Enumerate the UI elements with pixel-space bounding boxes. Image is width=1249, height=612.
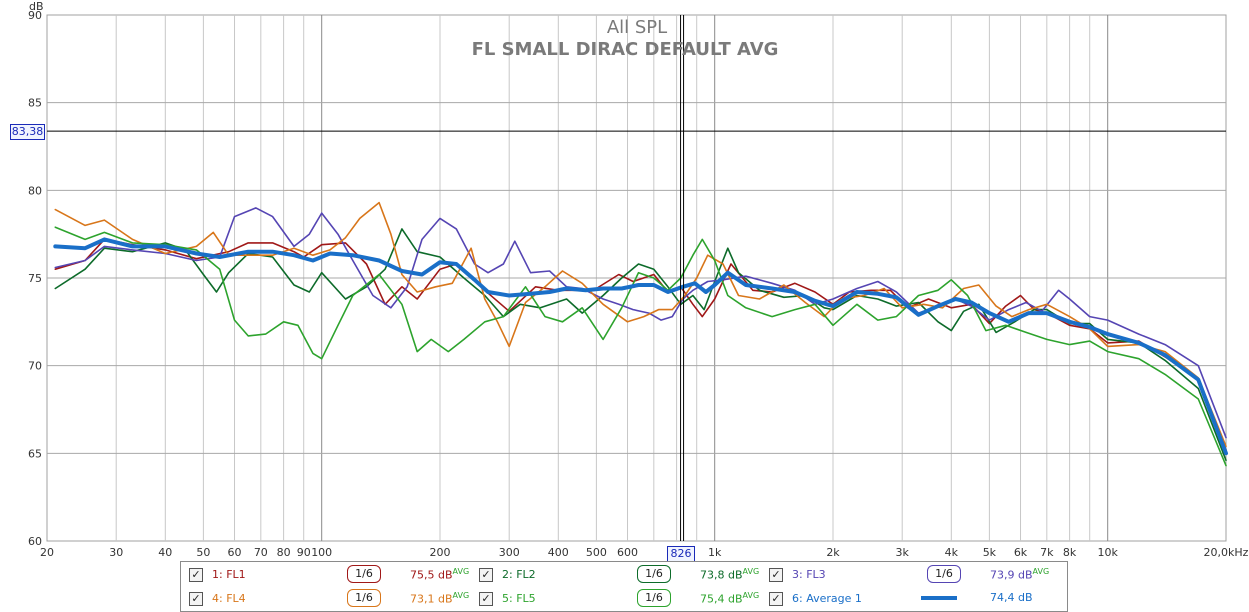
y-tick-label: 70 xyxy=(28,360,42,373)
legend-item-fl3[interactable]: ✓ 3: FL3 1/6 73,9 dBAVG xyxy=(769,564,1059,586)
x-tick-label: 30 xyxy=(109,546,123,559)
legend-checkbox[interactable]: ✓ xyxy=(189,592,203,606)
x-tick-label: 6k xyxy=(1014,546,1028,559)
smoothing-button[interactable]: 1/6 xyxy=(637,565,671,583)
smoothing-button[interactable]: 1/6 xyxy=(637,589,671,607)
x-tick-label: 5k xyxy=(983,546,997,559)
x-tick-label: 50 xyxy=(196,546,210,559)
legend-item-fl1[interactable]: ✓ 1: FL1 1/6 75,5 dBAVG xyxy=(189,564,479,586)
cursor-lines xyxy=(47,15,1226,541)
series-line xyxy=(54,226,1227,467)
x-tick-label: 20,0kHz xyxy=(1204,546,1249,559)
y-axis-unit: dB xyxy=(29,0,44,13)
series-lines xyxy=(53,201,1228,467)
legend-checkbox[interactable]: ✓ xyxy=(769,568,783,582)
x-tick-label: 40 xyxy=(158,546,172,559)
legend-item-average[interactable]: ✓ 6: Average 1 74,4 dB xyxy=(769,588,1059,610)
series-line xyxy=(53,237,1228,456)
x-tick-label: 4k xyxy=(945,546,959,559)
grid xyxy=(47,15,1226,541)
x-tick-label: 70 xyxy=(254,546,268,559)
x-tick-label: 500 xyxy=(586,546,607,559)
legend-checkbox[interactable]: ✓ xyxy=(479,592,493,606)
smoothing-button[interactable]: 1/6 xyxy=(927,565,961,583)
legend: ✓ 1: FL1 1/6 75,5 dBAVG ✓ 2: FL2 1/6 73,… xyxy=(180,561,1068,612)
legend-item-fl2[interactable]: ✓ 2: FL2 1/6 73,8 dBAVG xyxy=(479,564,769,586)
x-tick-label: 8k xyxy=(1063,546,1077,559)
cursor-x-readout[interactable]: 826 xyxy=(667,546,695,562)
chart-subtitle: FL SMALL DIRAC DEFAULT AVG xyxy=(472,39,779,60)
smoothing-button[interactable]: 1/6 xyxy=(347,565,381,583)
cursor-y-readout[interactable]: 83,38 xyxy=(10,124,45,140)
legend-avg: 73,9 dBAVG xyxy=(990,567,1050,582)
x-tick-label: 600 xyxy=(617,546,638,559)
x-tick-label: 3k xyxy=(896,546,910,559)
x-tick-label: 10k xyxy=(1098,546,1119,559)
legend-swatch xyxy=(921,596,957,600)
y-tick-label: 75 xyxy=(28,272,42,285)
legend-checkbox[interactable]: ✓ xyxy=(479,568,493,582)
legend-checkbox[interactable]: ✓ xyxy=(769,592,783,606)
x-tick-label: 200 xyxy=(430,546,451,559)
y-tick-label: 85 xyxy=(28,97,42,110)
series-line xyxy=(54,228,1227,462)
y-tick-label: 60 xyxy=(28,535,42,548)
x-tick-label: 300 xyxy=(499,546,520,559)
legend-label: 2: FL2 xyxy=(502,568,536,581)
chart-title: All SPL xyxy=(607,17,667,38)
x-tick-label: 1k xyxy=(708,546,722,559)
x-tick-label: 90 xyxy=(297,546,311,559)
legend-item-fl4[interactable]: ✓ 4: FL4 1/6 73,1 dBAVG xyxy=(189,588,479,610)
legend-avg: 73,8 dBAVG xyxy=(700,567,760,582)
x-tick-label: 80 xyxy=(277,546,291,559)
y-tick-label: 80 xyxy=(28,184,42,197)
legend-avg: 75,5 dBAVG xyxy=(410,567,470,582)
legend-avg: 73,1 dBAVG xyxy=(410,591,470,606)
series-line xyxy=(54,207,1227,439)
legend-checkbox[interactable]: ✓ xyxy=(189,568,203,582)
x-tick-label: 20 xyxy=(40,546,54,559)
x-tick-label: 60 xyxy=(228,546,242,559)
legend-item-fl5[interactable]: ✓ 5: FL5 1/6 75,4 dBAVG xyxy=(479,588,769,610)
legend-label: 6: Average 1 xyxy=(792,592,862,605)
x-tick-label: 400 xyxy=(548,546,569,559)
legend-label: 5: FL5 xyxy=(502,592,536,605)
y-tick-label: 90 xyxy=(28,9,42,22)
legend-label: 3: FL3 xyxy=(792,568,826,581)
series-line xyxy=(54,201,1227,448)
legend-avg: 74,4 dB xyxy=(990,591,1033,604)
legend-label: 1: FL1 xyxy=(212,568,246,581)
x-tick-label: 7k xyxy=(1040,546,1054,559)
y-tick-label: 65 xyxy=(28,447,42,460)
x-tick-label: 100 xyxy=(311,546,332,559)
x-tick-label: 2k xyxy=(826,546,840,559)
legend-label: 4: FL4 xyxy=(212,592,246,605)
legend-avg: 75,4 dBAVG xyxy=(700,591,760,606)
smoothing-button[interactable]: 1/6 xyxy=(347,589,381,607)
